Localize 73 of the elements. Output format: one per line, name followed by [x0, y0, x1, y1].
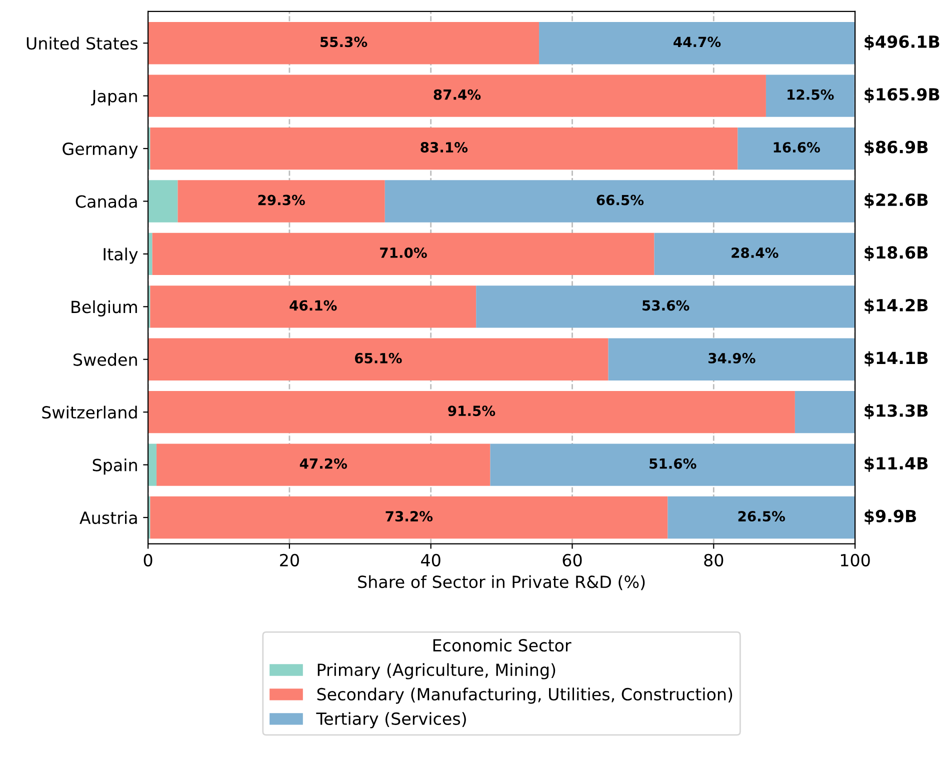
text: $22.6B: [864, 193, 928, 208]
data-label: 83.1%: [420, 142, 468, 153]
legend-title: Economic Sector: [433, 638, 572, 652]
data-label: 87.4%: [434, 89, 481, 100]
x-tick-label: 60: [562, 554, 582, 566]
legend-label: Secondary (Manufacturing, Utilities, Construction): [317, 688, 732, 704]
data-label: 55.3%: [320, 36, 368, 48]
y-tick-label: Canada: [76, 194, 137, 208]
data-label: 16.6%: [774, 142, 820, 153]
data-label: 73.2%: [386, 511, 433, 522]
bar: [150, 496, 668, 539]
y-tick-label: Switzerland: [42, 406, 137, 419]
data-label: 26.5%: [738, 511, 786, 522]
x-tick-label: 80: [704, 554, 724, 566]
data-label: 51.6%: [650, 458, 696, 469]
data-label: 71.0%: [380, 247, 427, 258]
data-label: 29.3%: [258, 194, 305, 206]
data-label: 65.1%: [354, 352, 402, 364]
bar: [476, 286, 856, 328]
y-tick-label: Germany: [62, 142, 138, 158]
bar: [490, 444, 856, 486]
y-tick-label: Austria: [80, 511, 137, 524]
x-tick-label: 20: [280, 554, 299, 566]
data-label: 28.4%: [732, 247, 778, 258]
y-tick-label: Italy: [104, 248, 138, 264]
data-label: 44.7%: [674, 36, 721, 48]
bar: [148, 22, 540, 64]
bar: [384, 180, 856, 222]
text: $14.1B: [864, 351, 928, 366]
bar: [156, 444, 490, 486]
x-tick-label: 40: [421, 554, 440, 566]
bar: [668, 496, 856, 539]
bar: [608, 338, 856, 380]
text: $496.1B: [864, 35, 940, 50]
bar: [654, 232, 856, 276]
bar: [150, 127, 738, 170]
bar: [148, 391, 795, 434]
y-tick-label: Sweden: [74, 353, 137, 366]
bar: [152, 232, 654, 276]
text: $13.3B: [864, 404, 928, 420]
bar: [539, 22, 856, 64]
bar: [148, 444, 157, 486]
text: $18.6B: [864, 246, 928, 262]
bar: [178, 180, 385, 222]
bar: [148, 74, 766, 117]
bar: [150, 286, 476, 328]
text: $86.9B: [864, 140, 928, 156]
y-tick-label: Belgium: [72, 300, 137, 316]
data-label: 91.5%: [448, 406, 496, 416]
bar: [148, 232, 152, 276]
bar: [148, 180, 178, 222]
y-tick-label: United States: [26, 36, 138, 50]
data-label: 12.5%: [788, 89, 834, 100]
text: $11.4B: [864, 456, 928, 472]
x-tick-label: 0: [144, 554, 152, 566]
bar: [766, 74, 854, 117]
x-tick-label: 100: [840, 554, 870, 566]
y-tick-label: Spain: [92, 458, 137, 475]
bar: [148, 338, 608, 380]
x-axis-title: Share of Sector in Private R&D (%): [358, 575, 645, 590]
text: $165.9B: [864, 88, 940, 103]
data-label: 34.9%: [708, 352, 756, 364]
bar: [738, 127, 856, 170]
bar: [794, 391, 856, 434]
data-label: 66.5%: [596, 194, 644, 206]
legend-label: Tertiary (Services): [316, 712, 466, 728]
legend-label: Primary (Agriculture, Mining): [318, 663, 556, 680]
text: $9.9B: [864, 509, 916, 525]
data-label: 53.6%: [642, 300, 690, 311]
y-tick-label: Japan: [90, 90, 137, 106]
text: $14.2B: [864, 298, 928, 314]
data-label: 46.1%: [290, 300, 337, 311]
data-label: 47.2%: [300, 458, 348, 469]
